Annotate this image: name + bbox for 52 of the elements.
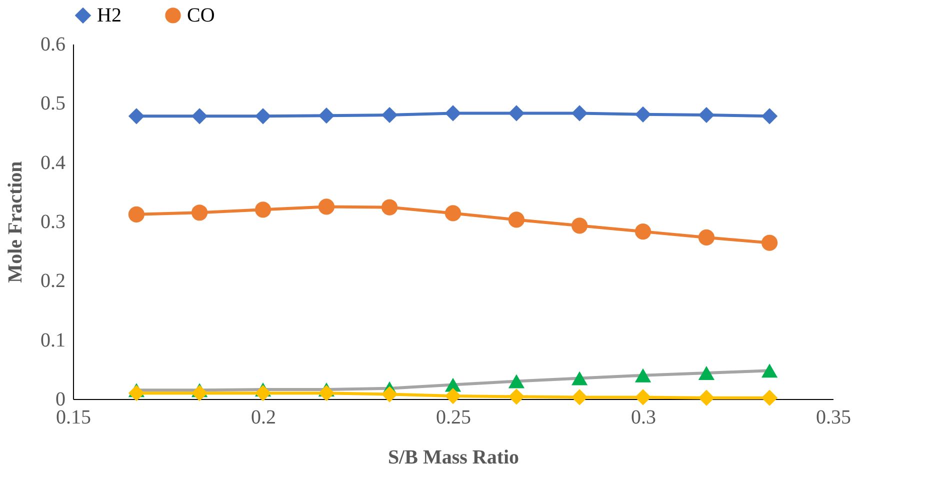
x-tick-label: 0.3 [631,406,656,428]
point [508,374,525,388]
point [191,108,208,124]
point [634,368,652,382]
legend-label: H2 [97,4,122,26]
point [444,105,462,122]
point [254,202,272,218]
point [761,108,778,124]
point [381,386,398,402]
y-axis-title: Mole Fraction [4,161,26,283]
x-axis-title: S/B Mass Ratio [388,446,520,468]
point [191,204,208,221]
point [761,390,778,406]
point [634,106,652,122]
point [381,106,398,124]
point [571,218,588,234]
point [318,198,335,215]
point [508,388,525,405]
point [318,385,335,402]
y-tick-label: 0.3 [40,211,66,233]
point [571,371,588,386]
point [634,224,652,240]
point [508,212,525,228]
point [508,105,525,122]
y-tick-label: 0.6 [40,34,66,56]
x-tick-label: 0.25 [436,406,471,428]
point [318,108,335,124]
point [128,108,145,124]
point [571,389,588,406]
point [191,385,208,402]
point [698,390,715,406]
point [254,385,272,402]
y-tick-label: 0.2 [40,270,66,292]
point [254,108,272,124]
point [444,205,462,222]
point [128,385,145,402]
x-tick-label: 0.35 [816,406,851,428]
point [444,388,462,404]
point [698,366,715,380]
x-tick-label: 0.2 [251,406,276,428]
y-tick-label: 0.1 [40,329,66,352]
point [634,389,652,406]
point [571,105,588,122]
point [698,106,715,124]
point [698,229,715,246]
point [761,234,778,251]
point [381,199,398,216]
legend-label: CO [187,4,215,26]
point [128,206,145,222]
point [761,364,778,378]
y-tick-label: 0.4 [40,152,66,174]
y-tick-label: 0.5 [40,92,66,115]
